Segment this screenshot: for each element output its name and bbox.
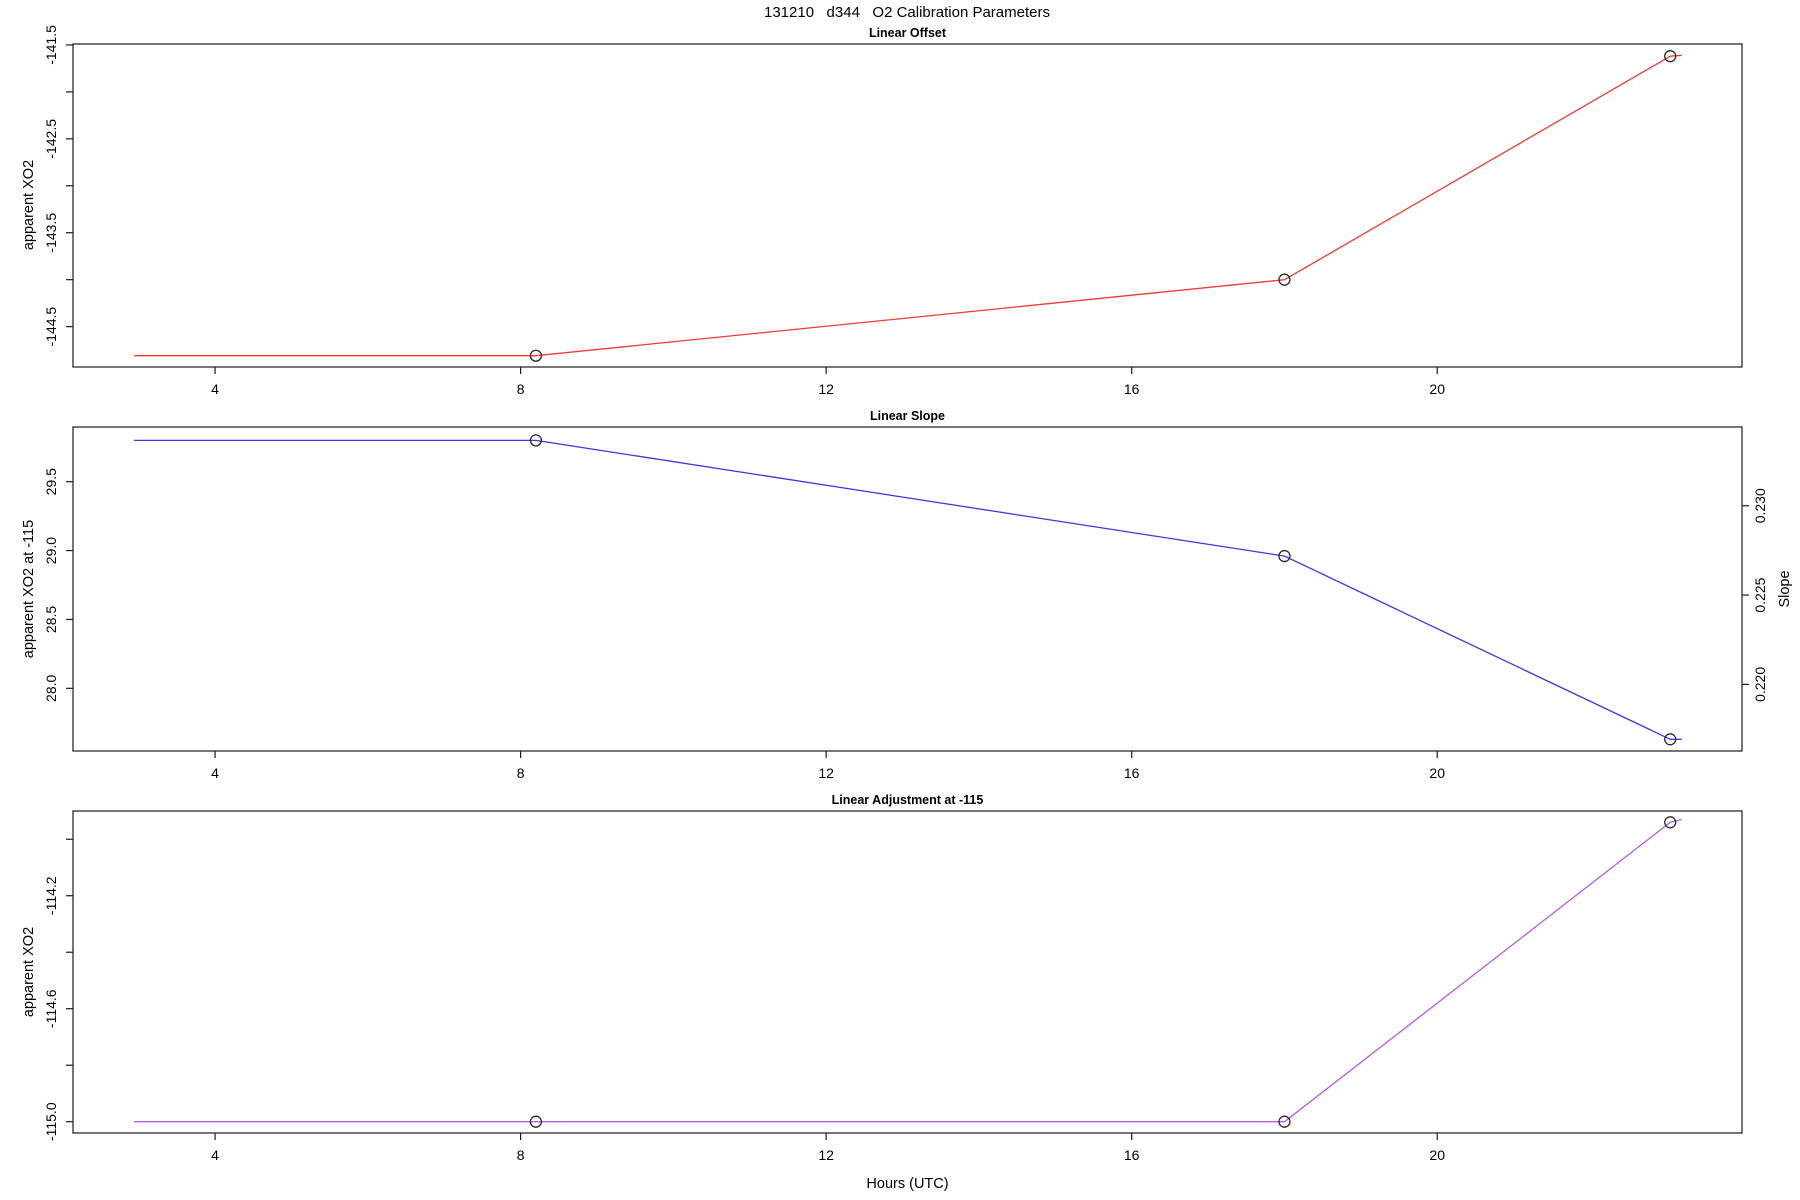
y-tick-label: 28.0 — [43, 674, 59, 701]
y-axis-label-panel1: apparent XO2 — [21, 159, 37, 251]
x-tick-label: 4 — [211, 765, 219, 781]
x-tick-label: 8 — [517, 1147, 525, 1163]
data-point-marker — [1664, 816, 1677, 829]
x-tick-label: 16 — [1124, 765, 1140, 781]
y-tick-label: 29.5 — [43, 468, 59, 495]
data-point-marker — [1664, 50, 1677, 63]
y-axis-label-panel2-right: Slope — [1777, 570, 1793, 608]
right-y-tick-label: 0.225 — [1752, 577, 1768, 612]
data-point-marker — [529, 1115, 543, 1128]
main-title: 131210 d344 O2 Calibration Parameters — [763, 4, 1050, 21]
plot-box — [72, 43, 1743, 368]
x-tick-label: 8 — [517, 381, 525, 397]
data-line — [134, 54, 1682, 357]
x-tick-label: 16 — [1124, 381, 1140, 397]
data-point-marker — [1278, 549, 1291, 563]
data-point-marker — [1278, 1115, 1291, 1128]
x-tick-label: 12 — [818, 1147, 834, 1163]
x-tick-label: 12 — [818, 765, 834, 781]
y-tick-label: -144.5 — [43, 307, 59, 347]
data-line — [134, 439, 1682, 740]
x-tick-label: 20 — [1429, 1147, 1445, 1163]
x-tick-label: 8 — [517, 765, 525, 781]
x-tick-label: 20 — [1429, 765, 1445, 781]
data-point-marker — [529, 434, 543, 447]
plot-box — [72, 426, 1743, 752]
right-y-tick-label: 0.230 — [1752, 488, 1768, 523]
data-point-marker — [1664, 733, 1677, 746]
y-tick-label: 29.0 — [43, 537, 59, 564]
data-point-marker — [529, 349, 543, 362]
y-tick-label: -141.5 — [43, 25, 59, 65]
x-tick-label: 12 — [818, 381, 834, 397]
panel-title-linear-offset: Linear Offset — [868, 26, 947, 40]
x-tick-label: 20 — [1429, 381, 1445, 397]
right-y-tick-label: 0.220 — [1752, 667, 1768, 702]
plot-box — [72, 810, 1743, 1134]
y-tick-label: -114.2 — [43, 876, 59, 915]
y-tick-label: -143.5 — [43, 213, 59, 253]
data-line — [134, 818, 1682, 1123]
panel-title-linear-slope: Linear Slope — [869, 409, 946, 423]
y-tick-label: -142.5 — [43, 119, 59, 159]
x-tick-label: 16 — [1124, 1147, 1140, 1163]
x-axis-label: Hours (UTC) — [866, 1176, 949, 1192]
y-axis-label-panel2-left: apparent XO2 at -115 — [21, 519, 37, 659]
y-tick-label: -114.6 — [43, 989, 59, 1028]
y-axis-label-panel3: apparent XO2 — [21, 926, 37, 1018]
x-tick-label: 4 — [211, 1147, 219, 1163]
y-tick-label: -115.0 — [43, 1102, 59, 1141]
x-tick-label: 4 — [211, 381, 219, 397]
y-tick-label: 28.5 — [43, 606, 59, 633]
panel-title-linear-adjustment: Linear Adjustment at -115 — [831, 793, 984, 807]
data-point-marker — [1278, 273, 1291, 286]
